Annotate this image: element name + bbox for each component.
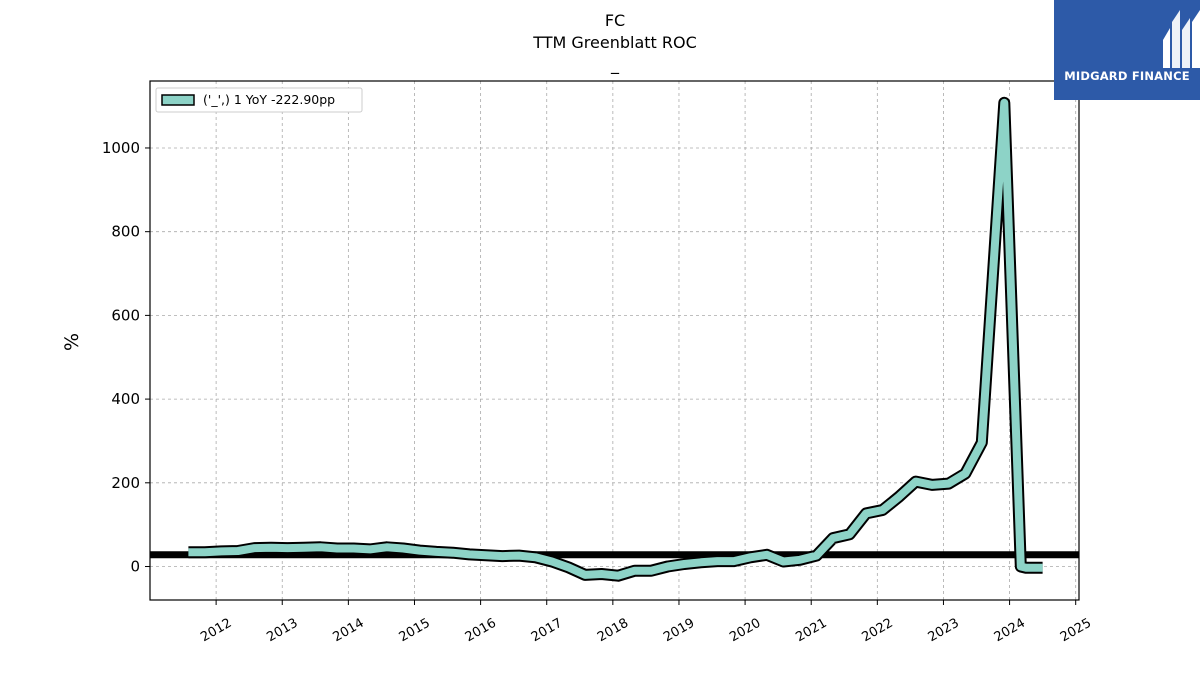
grid-lines <box>150 81 1079 600</box>
x-tick-label: 2025 <box>1058 616 1094 646</box>
series-line-outline <box>188 96 1043 582</box>
series-layer <box>188 96 1043 582</box>
x-tick-label: 2021 <box>793 616 829 646</box>
y-axis: 0 200 400 600 800 1000 <box>102 139 150 576</box>
logo-icon <box>1163 10 1200 68</box>
chart-title: FC <box>605 11 625 30</box>
x-tick-label: 2015 <box>397 616 433 646</box>
x-tick-label: 2017 <box>529 616 565 646</box>
x-tick-label: 2020 <box>727 616 763 646</box>
x-axis: 2012 2013 2014 2015 2016 2017 2018 2019 2020 2021… <box>198 600 1094 645</box>
legend: ('_',) 1 YoY -222.90pp <box>155 87 363 113</box>
chart-subtitle: TTM Greenblatt ROC <box>532 33 697 52</box>
x-tick-label: 2016 <box>463 616 499 646</box>
x-tick-label: 2013 <box>264 616 300 646</box>
y-tick-label: 0 <box>130 558 140 576</box>
logo-text: MIDGARD FINANCE <box>1064 69 1190 83</box>
x-tick-label: 2019 <box>661 616 697 646</box>
y-tick-label: 1000 <box>102 139 140 157</box>
x-tick-label: 2022 <box>860 616 896 646</box>
x-tick-label: 2014 <box>331 616 367 646</box>
x-tick-label: 2012 <box>198 616 234 646</box>
series-line <box>188 98 1043 580</box>
y-tick-label: 600 <box>111 306 140 324</box>
y-tick-label: 200 <box>111 474 140 492</box>
y-tick-label: 800 <box>111 223 140 241</box>
x-tick-label: 2018 <box>595 616 631 646</box>
legend-box <box>155 87 363 113</box>
y-axis-label: % <box>61 333 83 351</box>
y-tick-label: 400 <box>111 390 140 408</box>
x-tick-label: 2024 <box>992 616 1028 646</box>
brand-logo: MIDGARD FINANCE <box>1054 0 1200 100</box>
plot-frame <box>149 80 1080 601</box>
legend-label: ('_',) 1 YoY -222.90pp <box>203 92 335 107</box>
legend-swatch <box>161 94 195 106</box>
chart-subtitle-2: _ <box>610 55 620 75</box>
x-tick-label: 2023 <box>926 616 962 646</box>
